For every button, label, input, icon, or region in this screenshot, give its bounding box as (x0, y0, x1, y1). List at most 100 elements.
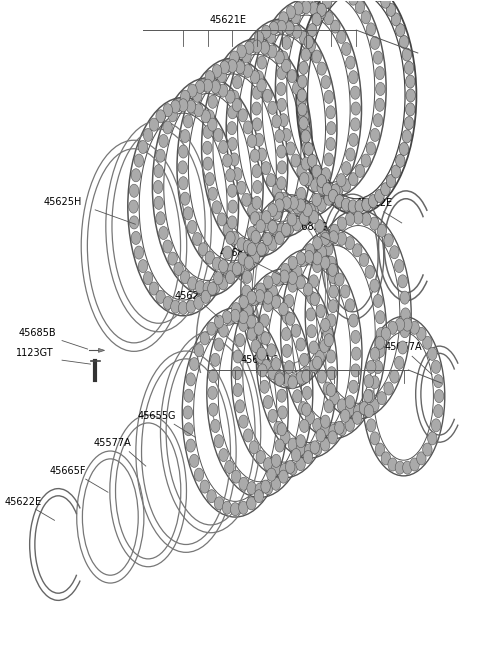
Circle shape (131, 231, 141, 244)
Circle shape (376, 328, 385, 341)
Circle shape (252, 118, 262, 131)
Circle shape (304, 250, 314, 263)
Circle shape (203, 79, 213, 92)
Circle shape (370, 432, 380, 445)
Circle shape (330, 224, 339, 237)
Circle shape (230, 51, 239, 64)
Circle shape (328, 0, 338, 1)
Circle shape (266, 174, 276, 187)
Circle shape (388, 321, 397, 334)
Circle shape (335, 273, 344, 286)
Ellipse shape (302, 0, 411, 206)
Circle shape (130, 184, 139, 197)
Circle shape (261, 43, 271, 56)
Circle shape (263, 233, 272, 246)
Circle shape (203, 125, 213, 138)
Circle shape (226, 271, 235, 284)
Circle shape (244, 41, 254, 54)
Circle shape (186, 373, 195, 386)
Ellipse shape (247, 202, 334, 381)
Circle shape (247, 134, 257, 147)
Circle shape (312, 165, 322, 178)
Circle shape (212, 82, 221, 95)
Circle shape (306, 308, 316, 321)
Circle shape (341, 179, 351, 192)
Circle shape (264, 291, 273, 304)
Circle shape (248, 204, 257, 217)
Circle shape (272, 358, 281, 371)
Circle shape (292, 82, 302, 95)
Circle shape (272, 271, 281, 284)
Circle shape (207, 322, 216, 335)
Circle shape (395, 259, 404, 272)
Circle shape (303, 204, 312, 217)
Circle shape (410, 458, 420, 471)
Circle shape (296, 338, 305, 351)
Circle shape (321, 233, 330, 246)
Circle shape (317, 6, 326, 19)
Circle shape (149, 282, 159, 295)
Circle shape (264, 276, 273, 289)
Circle shape (188, 102, 197, 115)
Circle shape (179, 301, 188, 314)
Circle shape (242, 285, 252, 298)
Circle shape (138, 259, 148, 272)
Circle shape (218, 140, 228, 153)
Circle shape (329, 424, 338, 438)
Circle shape (303, 366, 312, 379)
Circle shape (381, 183, 390, 196)
Circle shape (230, 231, 239, 244)
Circle shape (186, 300, 196, 313)
Circle shape (366, 23, 376, 36)
Circle shape (226, 169, 235, 182)
Circle shape (300, 110, 309, 123)
Circle shape (222, 310, 232, 324)
Circle shape (302, 141, 312, 155)
Circle shape (296, 442, 305, 455)
Circle shape (179, 99, 188, 112)
Circle shape (194, 344, 204, 357)
Circle shape (272, 455, 281, 468)
Circle shape (324, 153, 334, 166)
Circle shape (303, 0, 313, 5)
Circle shape (388, 458, 397, 471)
Circle shape (288, 376, 298, 389)
Circle shape (328, 271, 338, 284)
Circle shape (274, 273, 283, 286)
Circle shape (285, 361, 294, 373)
Circle shape (399, 35, 408, 48)
Circle shape (326, 138, 336, 151)
Circle shape (243, 121, 252, 134)
Circle shape (345, 236, 355, 250)
Circle shape (232, 263, 242, 276)
Circle shape (376, 83, 385, 96)
Ellipse shape (256, 7, 356, 210)
Circle shape (275, 439, 284, 452)
Circle shape (329, 231, 338, 244)
Circle shape (312, 252, 322, 265)
Circle shape (286, 23, 295, 36)
Circle shape (375, 336, 384, 349)
Circle shape (359, 253, 369, 267)
Circle shape (244, 256, 253, 269)
Circle shape (257, 243, 266, 256)
Circle shape (316, 429, 325, 442)
Circle shape (171, 100, 180, 113)
Circle shape (317, 246, 327, 259)
Circle shape (321, 75, 331, 88)
Circle shape (288, 213, 297, 226)
Circle shape (268, 366, 277, 379)
Circle shape (226, 231, 235, 244)
Circle shape (238, 252, 248, 265)
Circle shape (352, 244, 362, 257)
Circle shape (312, 356, 322, 369)
Circle shape (174, 263, 183, 276)
Circle shape (321, 415, 330, 428)
Circle shape (252, 40, 262, 53)
Circle shape (257, 347, 266, 360)
Circle shape (399, 142, 408, 155)
Circle shape (375, 443, 384, 456)
Circle shape (233, 384, 242, 396)
Circle shape (257, 148, 266, 161)
Circle shape (299, 253, 308, 267)
